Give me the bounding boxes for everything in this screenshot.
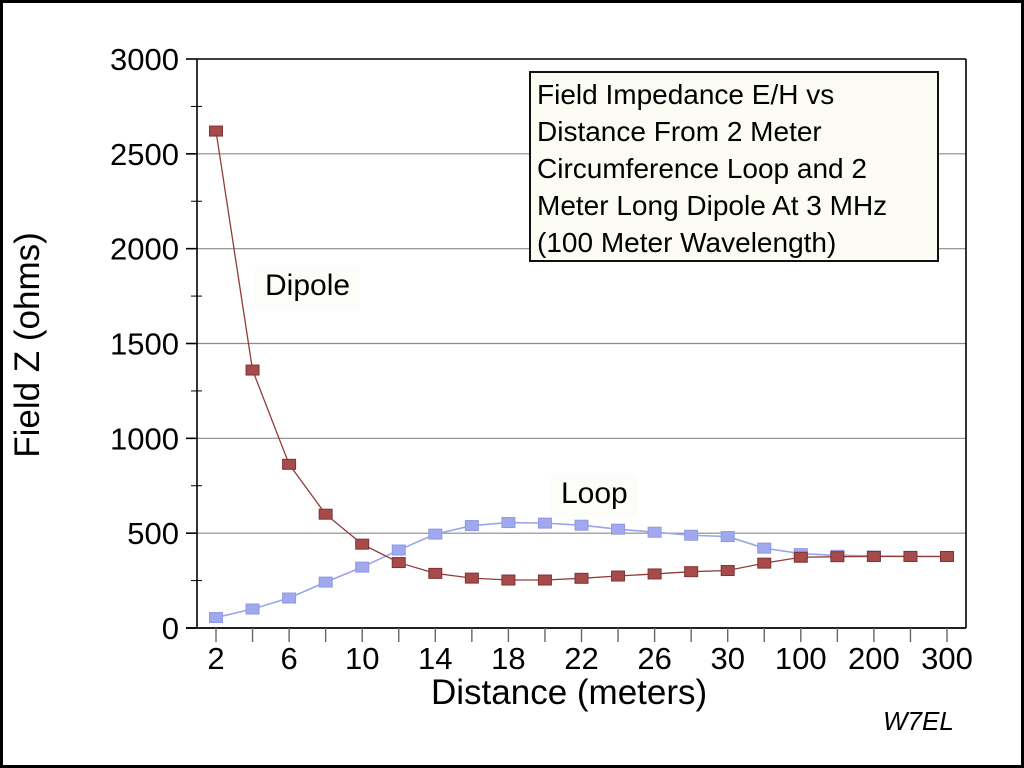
x-tick-label: 10 [345,641,379,676]
x-tick-label: 2 [207,641,224,676]
loop-data-point-marker [684,529,699,541]
x-tick-label: 300 [921,641,973,676]
dipole-data-point-marker [537,574,552,586]
dipole-data-point-marker [501,574,516,586]
x-tick-label: 26 [637,641,671,676]
y-tick-label: 1500 [110,327,179,362]
dipole-data-point-marker [757,557,772,569]
x-tick-label: 30 [710,641,744,676]
chart-title-line: Meter Long Dipole At 3 MHz [537,190,888,221]
author-signature: W7EL [883,706,954,736]
dipole-data-point-marker [647,568,662,580]
loop-data-point-marker [501,517,516,529]
loop-data-point-marker [428,528,443,540]
loop-data-point-marker [209,612,223,624]
dipole-data-point-marker [574,572,589,584]
dipole-data-point-marker [318,508,333,520]
loop-data-point-marker [574,519,589,531]
x-tick-label: 6 [280,641,297,676]
loop-line [215,521,948,619]
y-tick-label: 2000 [110,232,179,267]
loop-data-point-marker [318,576,333,588]
loop-data-point-marker [757,542,772,554]
chart-title-line: Field Impedance E/H vs [537,79,835,110]
dipole-data-point-marker [830,551,845,563]
dipole-data-point-marker [793,551,808,563]
dipole-data-point-marker [464,572,479,584]
dipole-data-point-marker [355,538,370,550]
dipole-data-point-marker [245,364,260,376]
loop-data-point-marker [391,544,406,556]
x-axis-title: Distance (meters) [431,673,708,712]
loop-data-point-marker [355,561,370,573]
chart-title-line: Circumference Loop and 2 [537,153,867,184]
loop-data-point-marker [611,523,626,535]
dipole-series [209,125,954,586]
x-tick-label: 100 [775,641,827,676]
chart-title-line: Distance From 2 Meter [537,116,822,147]
y-tick-label: 1000 [110,421,179,456]
x-axis-ticks-and-labels: 2 6 10 14 18 22 26 30 100 200 300 [207,628,973,676]
dipole-data-point-marker [720,565,735,577]
x-tick-label: 200 [848,641,900,676]
y-tick-label: 0 [162,611,179,646]
dipole-series-label: Dipole [255,267,361,309]
loop-data-point-marker [647,526,662,538]
dipole-data-point-marker [391,557,406,569]
x-tick-label: 14 [418,641,452,676]
x-tick-label: 22 [564,641,598,676]
loop-data-point-marker [245,603,260,615]
dipole-data-point-marker [209,125,223,137]
dipole-data-point-marker [940,550,954,562]
loop-data-point-marker [720,531,735,543]
loop-data-point-marker [282,592,297,604]
loop-series-label: Loop [551,475,638,517]
dipole-data-point-marker [684,566,699,578]
y-tick-label: 3000 [110,42,179,77]
chart-title-box: Field Impedance E/H vs Distance From 2 M… [529,71,939,262]
x-tick-label: 18 [491,641,525,676]
dipole-data-point-marker [282,458,297,470]
y-axis-title: Field Z (ohms) [8,232,47,458]
y-axis-ticks-and-labels: 0 500 1000 1500 2000 2500 3000 [110,42,202,646]
dipole-data-point-marker [903,550,918,562]
dipole-data-point-marker [866,550,881,562]
dipole-data-point-marker [611,570,626,582]
loop-data-point-marker [464,520,479,532]
dipole-data-point-marker [428,567,443,579]
y-tick-label: 500 [127,516,179,551]
y-tick-label: 2500 [110,137,179,172]
chart-title-line: (100 Meter Wavelength) [537,227,837,258]
loop-data-point-marker [537,517,552,529]
